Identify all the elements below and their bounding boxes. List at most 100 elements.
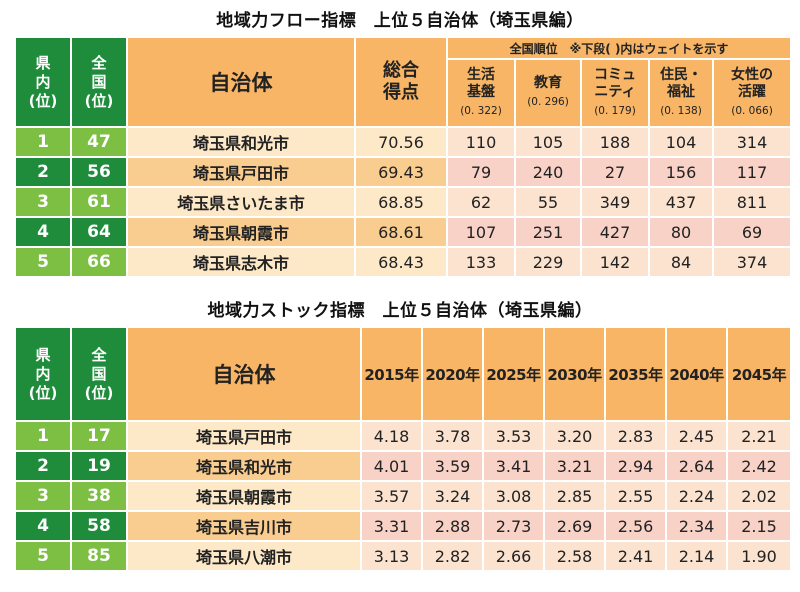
municipality-cell: 埼玉県和光市 <box>126 450 362 482</box>
header-subcategory: 生活 基盤 (0. 322) <box>446 58 516 128</box>
table-row: 5 66 埼玉県志木市 68.43 133 229 142 84 374 <box>14 246 793 278</box>
national-rank-cell: 66 <box>70 246 128 278</box>
subcategory-rank-cell: 349 <box>580 186 650 218</box>
year-value-cell: 3.08 <box>482 480 545 512</box>
subcategory-rank-cell: 188 <box>580 126 650 158</box>
total-score-cell: 69.43 <box>354 156 448 188</box>
year-value-cell: 2.15 <box>726 510 792 542</box>
municipality-cell: 埼玉県さいたま市 <box>126 186 356 218</box>
subcategory-rank-cell: 427 <box>580 216 650 248</box>
subcategory-rank-cell: 110 <box>446 126 516 158</box>
year-value-cell: 2.55 <box>604 480 667 512</box>
year-value-cell: 4.01 <box>360 450 423 482</box>
subcategory-rank-cell: 104 <box>648 126 714 158</box>
total-score-cell: 68.85 <box>354 186 448 218</box>
pref-rank-cell: 2 <box>14 450 72 482</box>
municipality-cell: 埼玉県和光市 <box>126 126 356 158</box>
header-subcategory: コミュ ニティ (0. 179) <box>580 58 650 128</box>
table-row: 2 19 埼玉県和光市 4.01 3.59 3.41 3.21 2.94 2.64 2.42 <box>14 450 792 482</box>
year-value-cell: 2.73 <box>482 510 545 542</box>
subcategory-rank-cell: 229 <box>514 246 582 278</box>
pref-rank-cell: 5 <box>14 540 72 572</box>
subcategory-weight: (0. 322) <box>460 104 502 117</box>
pref-rank-cell: 1 <box>14 126 72 158</box>
subcategory-rank-cell: 251 <box>514 216 582 248</box>
national-rank-cell: 38 <box>70 480 128 512</box>
year-value-cell: 3.57 <box>360 480 423 512</box>
header-national-rank-span: 全国順位 ※下段( )内はウェイトを示す <box>445 36 793 60</box>
year-value-cell: 2.64 <box>665 450 728 482</box>
subcategory-rank-cell: 79 <box>446 156 516 188</box>
national-rank-cell: 61 <box>70 186 128 218</box>
table-row: 5 85 埼玉県八潮市 3.13 2.82 2.66 2.58 2.41 2.14 1.90 <box>14 540 792 572</box>
subcategory-weight: (0. 066) <box>731 104 773 117</box>
year-value-cell: 2.42 <box>726 450 792 482</box>
year-value-cell: 2.82 <box>421 540 484 572</box>
total-score-cell: 68.43 <box>354 246 448 278</box>
pref-rank-cell: 5 <box>14 246 72 278</box>
year-value-cell: 2.58 <box>543 540 606 572</box>
municipality-cell: 埼玉県戸田市 <box>126 156 356 188</box>
year-value-cell: 3.20 <box>543 420 606 452</box>
year-value-cell: 2.83 <box>604 420 667 452</box>
stock-indicator-table: 県 内 (位) 全 国 (位) 自治体 2015年 2020年 2025年 2030年… <box>14 326 792 572</box>
municipality-cell: 埼玉県八潮市 <box>126 540 362 572</box>
pref-rank-cell: 1 <box>14 420 72 452</box>
subcategory-rank-cell: 107 <box>446 216 516 248</box>
year-value-cell: 3.78 <box>421 420 484 452</box>
subcategory-name: 住民・ 福祉 <box>660 66 702 100</box>
subcategory-rank-cell: 142 <box>580 246 650 278</box>
national-rank-cell: 17 <box>70 420 128 452</box>
year-value-cell: 4.18 <box>360 420 423 452</box>
header-year: 2035年 <box>604 326 667 422</box>
pref-rank-cell: 3 <box>14 480 72 512</box>
header-national-rank: 全 国 (位) <box>70 326 128 422</box>
national-rank-cell: 56 <box>70 156 128 188</box>
header-subcategory: 女性の 活躍 (0. 066) <box>711 58 793 128</box>
year-value-cell: 2.45 <box>665 420 728 452</box>
subcategory-rank-cell: 27 <box>580 156 650 188</box>
table-row: 4 64 埼玉県朝霞市 68.61 107 251 427 80 69 <box>14 216 793 248</box>
header-pref-rank: 県 内 (位) <box>14 326 72 422</box>
year-value-cell: 3.13 <box>360 540 423 572</box>
header-year: 2020年 <box>421 326 484 422</box>
subcategory-rank-cell: 811 <box>711 186 793 218</box>
subcategory-rank-cell: 437 <box>648 186 714 218</box>
subcategory-name: 女性の 活躍 <box>731 66 774 100</box>
subcategory-rank-cell: 240 <box>514 156 582 188</box>
year-value-cell: 2.94 <box>604 450 667 482</box>
national-rank-cell: 47 <box>70 126 128 158</box>
year-value-cell: 2.88 <box>421 510 484 542</box>
pref-rank-cell: 4 <box>14 510 72 542</box>
header-year: 2040年 <box>665 326 728 422</box>
year-value-cell: 3.41 <box>482 450 545 482</box>
year-value-cell: 2.41 <box>604 540 667 572</box>
header-municipality: 自治体 <box>126 326 362 422</box>
header-year: 2045年 <box>726 326 792 422</box>
municipality-cell: 埼玉県志木市 <box>126 246 356 278</box>
pref-rank-cell: 3 <box>14 186 72 218</box>
year-value-cell: 2.69 <box>543 510 606 542</box>
header-municipality: 自治体 <box>126 36 356 128</box>
table-row: 3 38 埼玉県朝霞市 3.57 3.24 3.08 2.85 2.55 2.24 2.02 <box>14 480 792 512</box>
subcategory-rank-cell: 117 <box>711 156 793 188</box>
year-value-cell: 3.53 <box>482 420 545 452</box>
subcategory-weight: (0. 138) <box>660 104 702 117</box>
table-row: 1 47 埼玉県和光市 70.56 110 105 188 104 314 <box>14 126 793 158</box>
year-value-cell: 2.02 <box>726 480 792 512</box>
subcategory-rank-cell: 69 <box>711 216 793 248</box>
year-value-cell: 2.66 <box>482 540 545 572</box>
subcategory-weight: (0. 296) <box>527 96 569 108</box>
table-row: 3 61 埼玉県さいたま市 68.85 62 55 349 437 811 <box>14 186 793 218</box>
year-value-cell: 2.85 <box>543 480 606 512</box>
year-value-cell: 3.59 <box>421 450 484 482</box>
header-national-rank: 全 国 (位) <box>70 36 128 128</box>
subcategory-rank-cell: 374 <box>711 246 793 278</box>
subcategory-name: 生活 基盤 <box>467 66 495 100</box>
flow-indicator-table: 県 内 (位) 全 国 (位) 自治体 総合 得点 全国順位 ※下段( )内はウ… <box>14 36 793 278</box>
municipality-cell: 埼玉県吉川市 <box>126 510 362 542</box>
table-row: 4 58 埼玉県吉川市 3.31 2.88 2.73 2.69 2.56 2.34 2.15 <box>14 510 792 542</box>
subcategory-rank-cell: 156 <box>648 156 714 188</box>
pref-rank-cell: 2 <box>14 156 72 188</box>
header-pref-rank: 県 内 (位) <box>14 36 72 128</box>
